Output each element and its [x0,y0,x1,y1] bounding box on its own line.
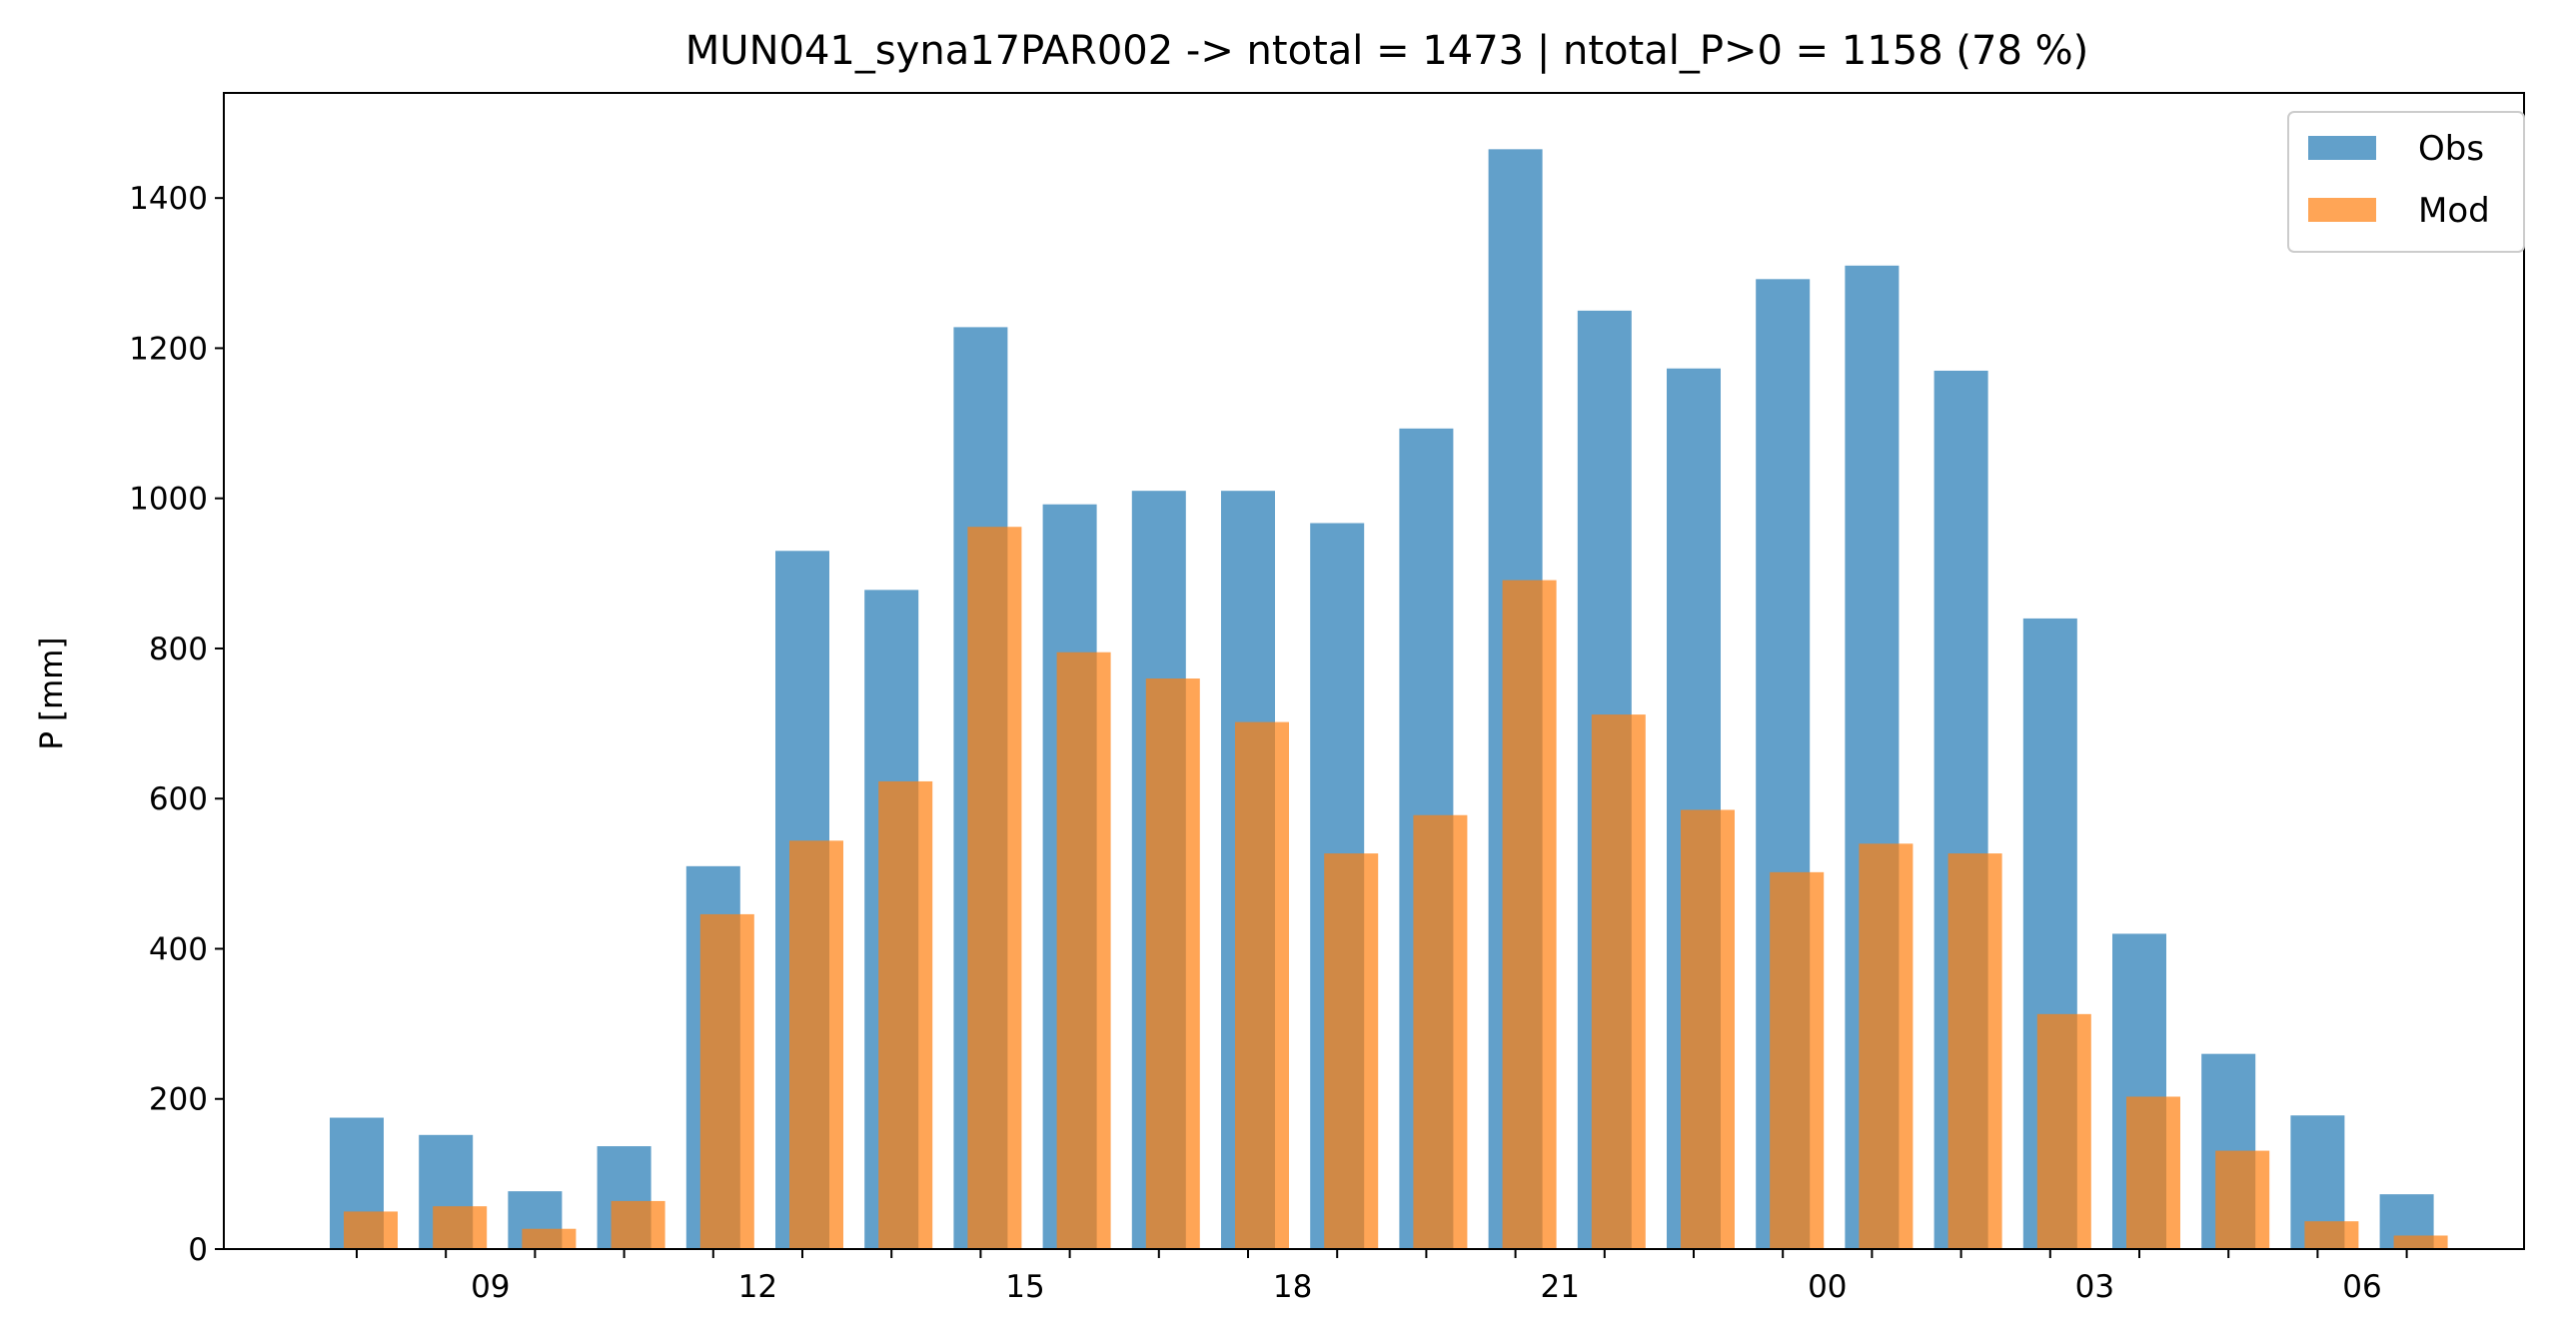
mod-bar [1770,871,1825,1249]
mod-bar [1502,580,1557,1249]
x-tick-label: 03 [2075,1269,2114,1305]
mod-bar [344,1211,398,1249]
x-tick-label: 09 [471,1269,510,1305]
mod-bar [1145,678,1200,1249]
obs-bars [330,149,2434,1250]
mod-bar [789,840,843,1249]
mod-bar [1056,652,1111,1249]
mod-bar [2393,1235,2448,1249]
x-tick-label: 21 [1540,1269,1579,1305]
y-tick-label: 600 [149,781,208,817]
legend-label-mod: Mod [2418,191,2490,231]
x-tick-label: 18 [1273,1269,1312,1305]
mod-bar [522,1228,577,1249]
x-axis: 09 12 15 18 21 00 03 06 [356,1249,2408,1305]
x-tick-label: 06 [2342,1269,2381,1305]
legend-swatch-obs [2308,136,2376,160]
mod-bar [1859,843,1914,1249]
legend-label-obs: Obs [2418,129,2484,169]
mod-bar [1413,814,1468,1249]
legend-swatch-mod [2308,198,2376,222]
y-tick-label: 1000 [129,482,208,518]
mod-bar [878,780,933,1249]
mod-bar [967,527,1022,1249]
mod-bar [1235,721,1289,1249]
legend-box [2287,111,2525,253]
mod-bars [344,527,2448,1249]
plot-frame [223,92,2525,1250]
mod-bar [2126,1096,2180,1249]
y-tick-label: 800 [149,632,208,668]
mod-bar [1681,809,1735,1249]
mod-bar [2036,1013,2091,1249]
y-tick-label: 400 [149,931,208,967]
x-tick-label: 12 [738,1269,777,1305]
mod-bar [433,1206,488,1249]
mod-bar [2304,1221,2359,1249]
x-tick-label: 15 [1005,1269,1044,1305]
y-tick-label: 0 [188,1232,208,1268]
mod-bar [1324,853,1379,1249]
chart-title: MUN041_syna17PAR002 -> ntotal = 1473 | n… [685,28,2088,74]
y-axis-label: P [mm] [34,637,70,749]
mod-bar [611,1200,665,1249]
mod-bar [1591,714,1646,1249]
y-axis: 0 200 400 600 800 1000 1200 1400 [129,181,224,1268]
y-tick-label: 1400 [129,181,208,217]
mod-bar [699,913,754,1249]
mod-bar [1947,853,2002,1249]
x-tick-label: 00 [1808,1269,1847,1305]
mod-bar [2215,1150,2270,1249]
legend: Obs Mod [2287,111,2525,253]
y-tick-label: 1200 [129,331,208,367]
y-tick-label: 200 [149,1082,208,1118]
